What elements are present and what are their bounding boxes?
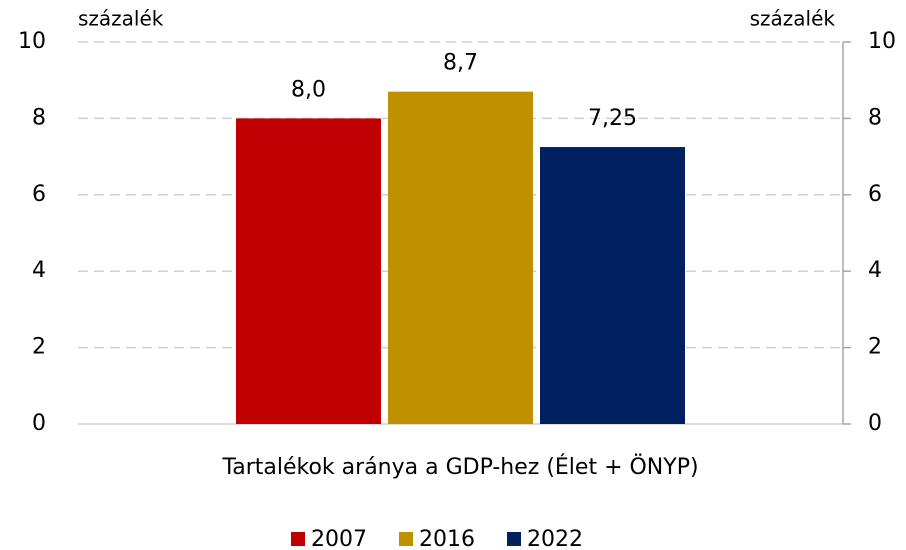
bar (388, 91, 533, 424)
x-tick-label: Tartalékok aránya a GDP-hez (Élet + ÖNYP… (221, 454, 698, 480)
legend-swatch (507, 532, 521, 546)
y2-tick-label: 4 (868, 258, 882, 283)
bar (236, 118, 381, 425)
y-tick-label: 10 (18, 29, 46, 54)
legend-label: 2016 (419, 527, 475, 550)
bar (540, 147, 685, 425)
y-axis-label: százalék (78, 7, 164, 31)
value-label: 7,25 (588, 106, 637, 131)
legend-label: 2022 (527, 527, 583, 550)
y2-tick-label: 0 (868, 411, 882, 436)
y-tick-label: 8 (32, 105, 46, 130)
value-label: 8,7 (443, 51, 478, 76)
y2-tick-label: 2 (868, 335, 882, 360)
y-tick-label: 6 (32, 182, 46, 207)
value-label: 8,0 (291, 77, 326, 102)
y2-axis-label: százalék (750, 7, 836, 31)
legend-swatch (399, 532, 413, 546)
legend-swatch (291, 532, 305, 546)
y2-tick-label: 6 (868, 182, 882, 207)
y2-tick-label: 10 (868, 29, 896, 54)
y-tick-label: 2 (32, 335, 46, 360)
y-tick-label: 0 (32, 411, 46, 436)
y-tick-label: 4 (32, 258, 46, 283)
y2-tick-label: 8 (868, 105, 882, 130)
legend-label: 2007 (311, 527, 367, 550)
